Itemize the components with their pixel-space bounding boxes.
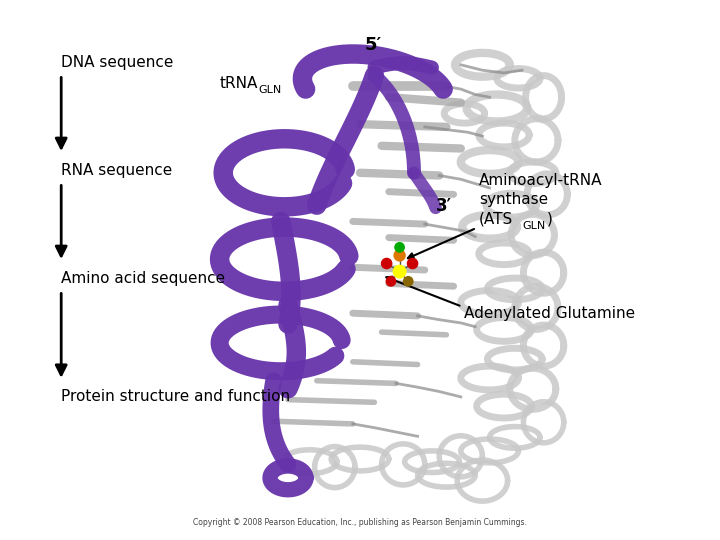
Text: 5′: 5′: [364, 36, 382, 55]
Point: [385, 277, 397, 286]
Point: [407, 259, 418, 268]
Text: 3′: 3′: [436, 197, 451, 215]
Point: [381, 259, 392, 268]
Text: synthase: synthase: [479, 192, 548, 207]
Text: Copyright © 2008 Pearson Education, Inc., publishing as Pearson Benjamin Cumming: Copyright © 2008 Pearson Education, Inc.…: [193, 518, 527, 527]
Text: Amino acid sequence: Amino acid sequence: [61, 271, 225, 286]
Text: DNA sequence: DNA sequence: [61, 55, 174, 70]
Text: GLN: GLN: [522, 221, 545, 231]
Point: [394, 267, 405, 276]
Text: RNA sequence: RNA sequence: [61, 163, 173, 178]
Text: Adenylated Glutamine: Adenylated Glutamine: [464, 306, 636, 321]
Text: GLN: GLN: [258, 85, 282, 95]
Text: (ATS: (ATS: [479, 211, 513, 226]
Point: [394, 243, 405, 252]
Text: tRNA: tRNA: [220, 76, 258, 91]
Text: Aminoacyl-tRNA: Aminoacyl-tRNA: [479, 173, 603, 188]
Text: Protein structure and function: Protein structure and function: [61, 389, 290, 404]
Point: [402, 277, 414, 286]
Point: [394, 251, 405, 260]
Text: ): ): [547, 211, 553, 226]
